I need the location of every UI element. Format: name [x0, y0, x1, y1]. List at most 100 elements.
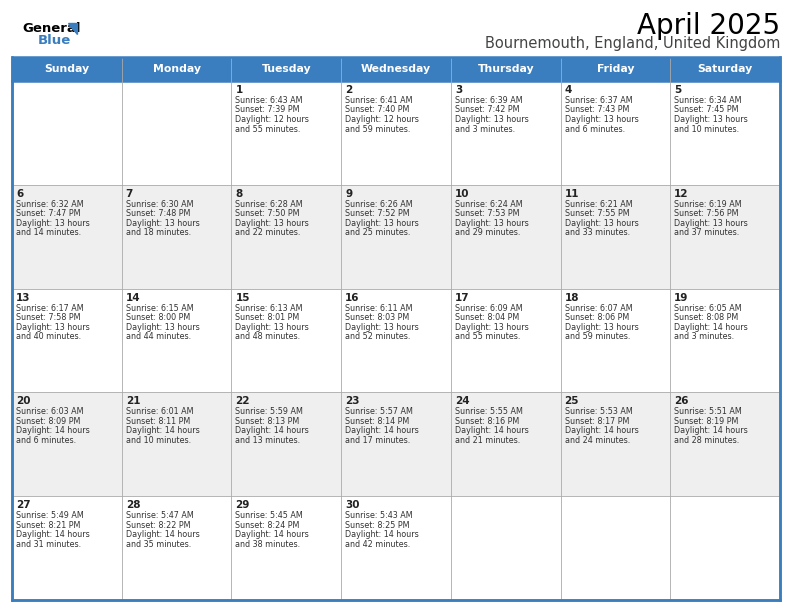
- Text: Sunset: 7:55 PM: Sunset: 7:55 PM: [565, 209, 629, 218]
- Text: Sunset: 8:17 PM: Sunset: 8:17 PM: [565, 417, 629, 426]
- Text: Sunday: Sunday: [44, 64, 89, 74]
- Text: Sunrise: 6:39 AM: Sunrise: 6:39 AM: [455, 96, 523, 105]
- Text: Sunrise: 6:15 AM: Sunrise: 6:15 AM: [126, 304, 193, 313]
- Text: Daylight: 14 hours: Daylight: 14 hours: [455, 427, 528, 435]
- Polygon shape: [68, 23, 77, 34]
- Text: Sunset: 7:56 PM: Sunset: 7:56 PM: [674, 209, 739, 218]
- Text: Sunset: 8:13 PM: Sunset: 8:13 PM: [235, 417, 299, 426]
- Text: Sunrise: 6:32 AM: Sunrise: 6:32 AM: [16, 200, 84, 209]
- Text: 11: 11: [565, 188, 579, 199]
- Text: Daylight: 13 hours: Daylight: 13 hours: [235, 323, 309, 332]
- Text: Sunrise: 6:19 AM: Sunrise: 6:19 AM: [674, 200, 742, 209]
- Text: and 42 minutes.: and 42 minutes.: [345, 540, 410, 549]
- Text: and 31 minutes.: and 31 minutes.: [16, 540, 81, 549]
- Bar: [12, 289, 780, 392]
- Text: and 38 minutes.: and 38 minutes.: [235, 540, 300, 549]
- Text: and 55 minutes.: and 55 minutes.: [455, 332, 520, 341]
- Text: Sunrise: 6:07 AM: Sunrise: 6:07 AM: [565, 304, 632, 313]
- Text: and 3 minutes.: and 3 minutes.: [455, 124, 515, 133]
- Text: Saturday: Saturday: [698, 64, 752, 74]
- Text: Daylight: 13 hours: Daylight: 13 hours: [455, 323, 528, 332]
- Text: 25: 25: [565, 397, 579, 406]
- Text: Daylight: 14 hours: Daylight: 14 hours: [235, 530, 309, 539]
- Text: Daylight: 14 hours: Daylight: 14 hours: [235, 427, 309, 435]
- Text: and 18 minutes.: and 18 minutes.: [126, 228, 191, 237]
- Text: Sunrise: 5:45 AM: Sunrise: 5:45 AM: [235, 511, 303, 520]
- Text: Sunrise: 6:13 AM: Sunrise: 6:13 AM: [235, 304, 303, 313]
- Text: 28: 28: [126, 500, 140, 510]
- Text: and 13 minutes.: and 13 minutes.: [235, 436, 300, 445]
- Text: Sunrise: 6:01 AM: Sunrise: 6:01 AM: [126, 408, 193, 416]
- Text: 18: 18: [565, 293, 579, 302]
- Text: Daylight: 13 hours: Daylight: 13 hours: [455, 115, 528, 124]
- Text: Daylight: 14 hours: Daylight: 14 hours: [565, 427, 638, 435]
- Text: Sunset: 7:39 PM: Sunset: 7:39 PM: [235, 105, 300, 114]
- Text: Daylight: 13 hours: Daylight: 13 hours: [126, 323, 200, 332]
- Text: Sunrise: 6:21 AM: Sunrise: 6:21 AM: [565, 200, 632, 209]
- Text: Daylight: 14 hours: Daylight: 14 hours: [16, 530, 89, 539]
- Text: Thursday: Thursday: [478, 64, 534, 74]
- Text: Bournemouth, England, United Kingdom: Bournemouth, England, United Kingdom: [485, 36, 780, 51]
- Bar: [12, 57, 780, 81]
- Text: and 10 minutes.: and 10 minutes.: [674, 124, 740, 133]
- Text: Monday: Monday: [153, 64, 200, 74]
- Text: Daylight: 14 hours: Daylight: 14 hours: [16, 427, 89, 435]
- Text: Sunrise: 6:17 AM: Sunrise: 6:17 AM: [16, 304, 84, 313]
- Text: Sunrise: 5:57 AM: Sunrise: 5:57 AM: [345, 408, 413, 416]
- Text: Daylight: 14 hours: Daylight: 14 hours: [674, 427, 748, 435]
- Text: 21: 21: [126, 397, 140, 406]
- Text: Sunset: 8:14 PM: Sunset: 8:14 PM: [345, 417, 409, 426]
- Text: Daylight: 14 hours: Daylight: 14 hours: [126, 427, 200, 435]
- Text: Sunset: 8:09 PM: Sunset: 8:09 PM: [16, 417, 80, 426]
- Text: Sunset: 8:24 PM: Sunset: 8:24 PM: [235, 521, 300, 530]
- Text: 20: 20: [16, 397, 31, 406]
- Text: Sunset: 7:45 PM: Sunset: 7:45 PM: [674, 105, 739, 114]
- Text: 8: 8: [235, 188, 242, 199]
- Text: 13: 13: [16, 293, 31, 302]
- Text: Sunrise: 6:24 AM: Sunrise: 6:24 AM: [455, 200, 523, 209]
- Text: Sunset: 8:22 PM: Sunset: 8:22 PM: [126, 521, 190, 530]
- Text: Sunrise: 6:26 AM: Sunrise: 6:26 AM: [345, 200, 413, 209]
- Text: and 59 minutes.: and 59 minutes.: [565, 332, 630, 341]
- Text: Daylight: 13 hours: Daylight: 13 hours: [674, 219, 748, 228]
- Text: Sunrise: 6:43 AM: Sunrise: 6:43 AM: [235, 96, 303, 105]
- Text: Sunrise: 5:59 AM: Sunrise: 5:59 AM: [235, 408, 303, 416]
- Text: 7: 7: [126, 188, 133, 199]
- Text: Tuesday: Tuesday: [261, 64, 311, 74]
- Text: Sunrise: 5:47 AM: Sunrise: 5:47 AM: [126, 511, 193, 520]
- Text: Daylight: 13 hours: Daylight: 13 hours: [455, 219, 528, 228]
- Text: and 10 minutes.: and 10 minutes.: [126, 436, 191, 445]
- Text: Sunset: 7:52 PM: Sunset: 7:52 PM: [345, 209, 409, 218]
- Text: 3: 3: [455, 85, 462, 95]
- Text: Sunrise: 5:43 AM: Sunrise: 5:43 AM: [345, 511, 413, 520]
- Text: Sunset: 8:03 PM: Sunset: 8:03 PM: [345, 313, 409, 322]
- Text: and 24 minutes.: and 24 minutes.: [565, 436, 630, 445]
- Text: Daylight: 12 hours: Daylight: 12 hours: [345, 115, 419, 124]
- Text: 9: 9: [345, 188, 352, 199]
- Text: and 28 minutes.: and 28 minutes.: [674, 436, 740, 445]
- Text: Sunset: 7:58 PM: Sunset: 7:58 PM: [16, 313, 81, 322]
- Bar: [12, 392, 780, 496]
- Text: Sunset: 7:42 PM: Sunset: 7:42 PM: [455, 105, 520, 114]
- Text: 12: 12: [674, 188, 689, 199]
- Text: 29: 29: [235, 500, 249, 510]
- Text: Sunrise: 6:11 AM: Sunrise: 6:11 AM: [345, 304, 413, 313]
- Text: Sunrise: 6:28 AM: Sunrise: 6:28 AM: [235, 200, 303, 209]
- Text: General: General: [22, 22, 81, 35]
- Text: Daylight: 14 hours: Daylight: 14 hours: [345, 427, 419, 435]
- Bar: [12, 185, 780, 289]
- Bar: [12, 81, 780, 185]
- Text: Daylight: 13 hours: Daylight: 13 hours: [235, 219, 309, 228]
- Text: and 48 minutes.: and 48 minutes.: [235, 332, 300, 341]
- Text: Sunset: 7:48 PM: Sunset: 7:48 PM: [126, 209, 190, 218]
- Text: Sunset: 7:40 PM: Sunset: 7:40 PM: [345, 105, 409, 114]
- Text: Daylight: 13 hours: Daylight: 13 hours: [345, 323, 419, 332]
- Text: Sunrise: 6:03 AM: Sunrise: 6:03 AM: [16, 408, 83, 416]
- Text: Daylight: 13 hours: Daylight: 13 hours: [126, 219, 200, 228]
- Text: and 21 minutes.: and 21 minutes.: [455, 436, 520, 445]
- Text: Sunset: 8:11 PM: Sunset: 8:11 PM: [126, 417, 190, 426]
- Text: Wednesday: Wednesday: [361, 64, 431, 74]
- Text: 14: 14: [126, 293, 140, 302]
- Text: 1: 1: [235, 85, 242, 95]
- Text: Sunset: 7:47 PM: Sunset: 7:47 PM: [16, 209, 81, 218]
